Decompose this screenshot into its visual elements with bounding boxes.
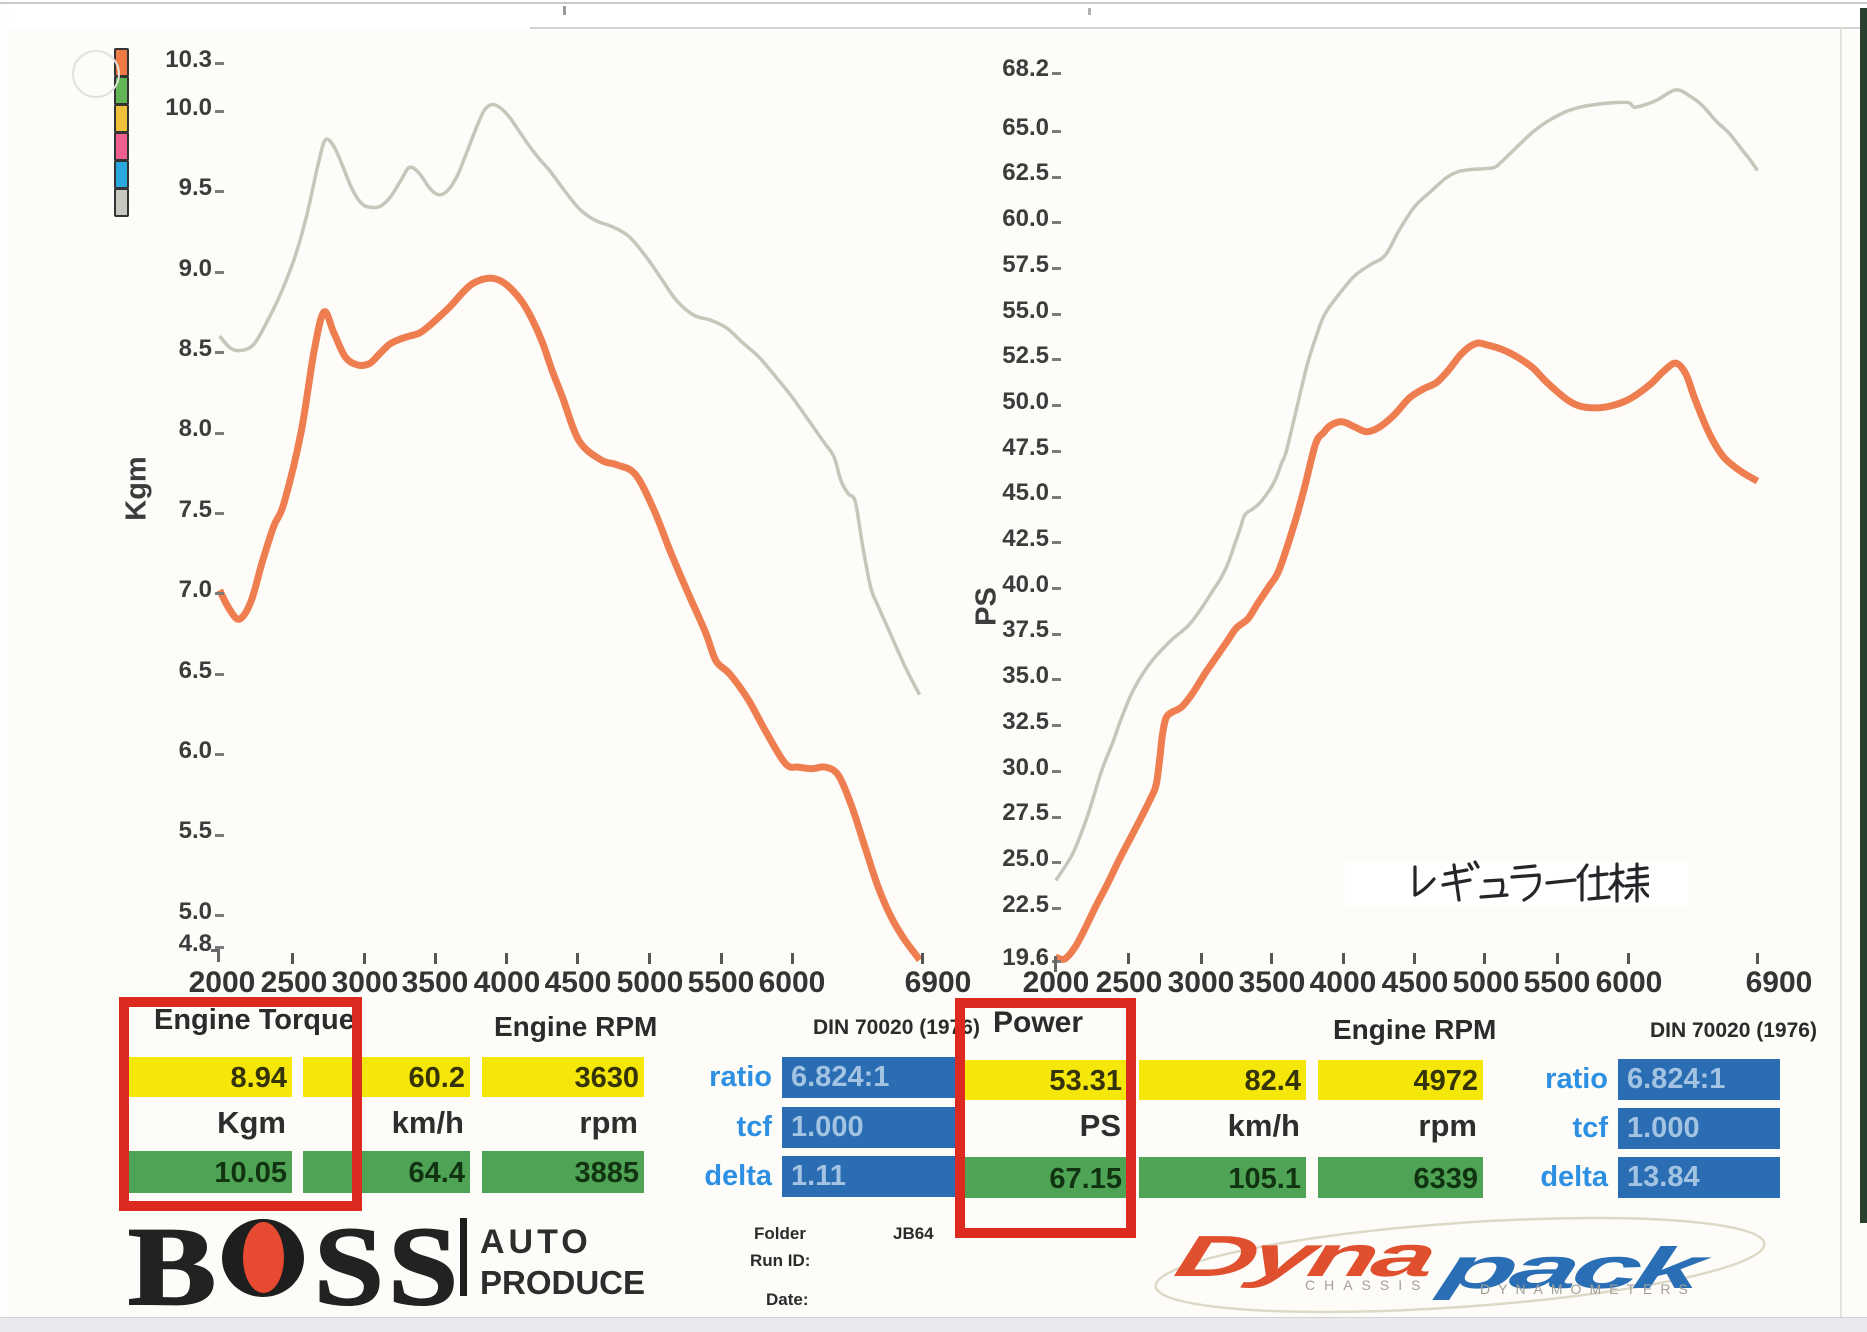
svg-text:CHASSIS: CHASSIS [1305, 1277, 1429, 1293]
svg-text:DYNAMOMETERS: DYNAMOMETERS [1480, 1281, 1696, 1297]
svg-text:Dyna: Dyna [1169, 1224, 1441, 1289]
svg-text:pack: pack [1431, 1236, 1717, 1301]
